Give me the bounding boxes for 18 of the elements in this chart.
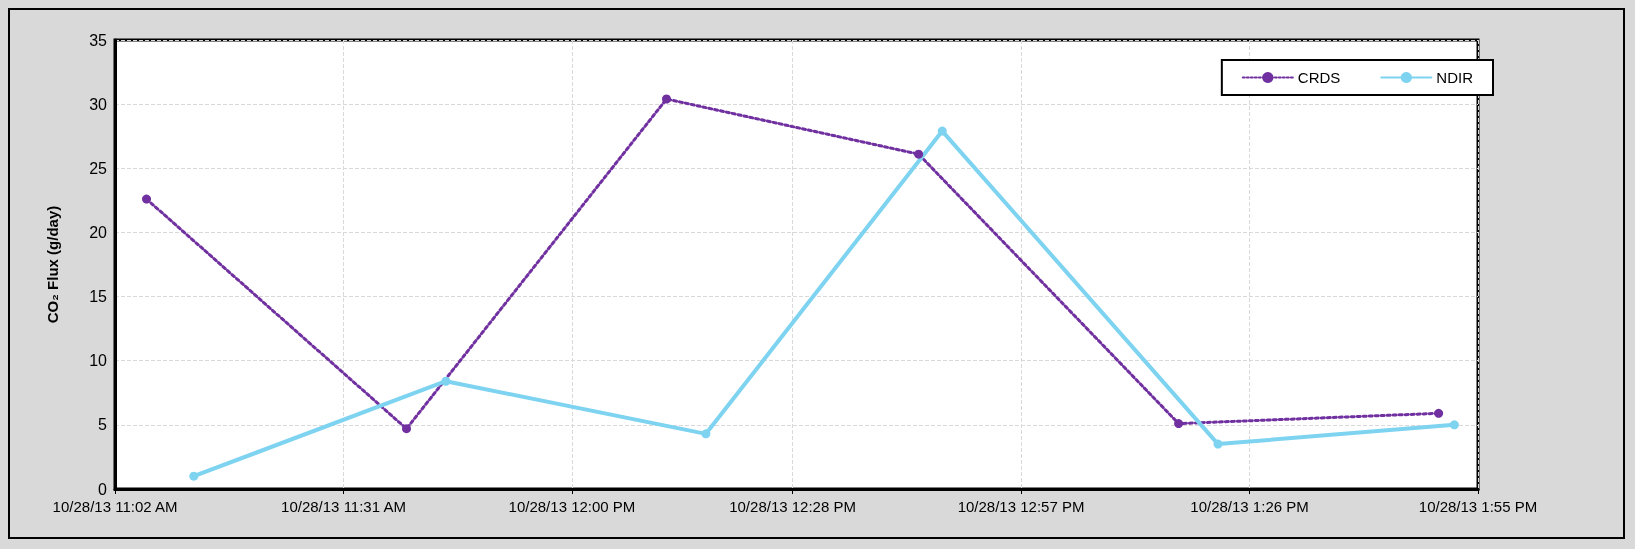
x-tick-label: 10/28/13 12:57 PM xyxy=(957,498,1085,515)
x-tick-label: 10/28/13 12:00 PM xyxy=(508,498,636,515)
y-tick-label: 20 xyxy=(89,223,108,241)
y-axis-title: CO₂ Flux (g/day) xyxy=(44,205,61,324)
y-tick-label: 15 xyxy=(89,288,108,306)
y-tick-label: 5 xyxy=(98,416,108,434)
y-tick-label: 30 xyxy=(89,95,108,113)
y-tick-label: 35 xyxy=(89,31,108,49)
legend-label: CRDS xyxy=(1297,69,1341,86)
x-tick-label: 10/28/13 1:26 PM xyxy=(1190,498,1309,515)
y-tick-label: 0 xyxy=(98,480,108,498)
y-tick-label: 25 xyxy=(89,159,108,177)
x-tick-label: 10/28/13 11:31 AM xyxy=(281,498,406,515)
x-tick-label: 10/28/13 12:28 PM xyxy=(729,498,856,515)
y-tick-label: 10 xyxy=(89,352,108,370)
x-tick-label: 10/28/13 1:55 PM xyxy=(1418,498,1538,515)
x-tick-label: 10/28/13 11:02 AM xyxy=(52,498,178,515)
legend-label: NDIR xyxy=(1436,69,1474,86)
